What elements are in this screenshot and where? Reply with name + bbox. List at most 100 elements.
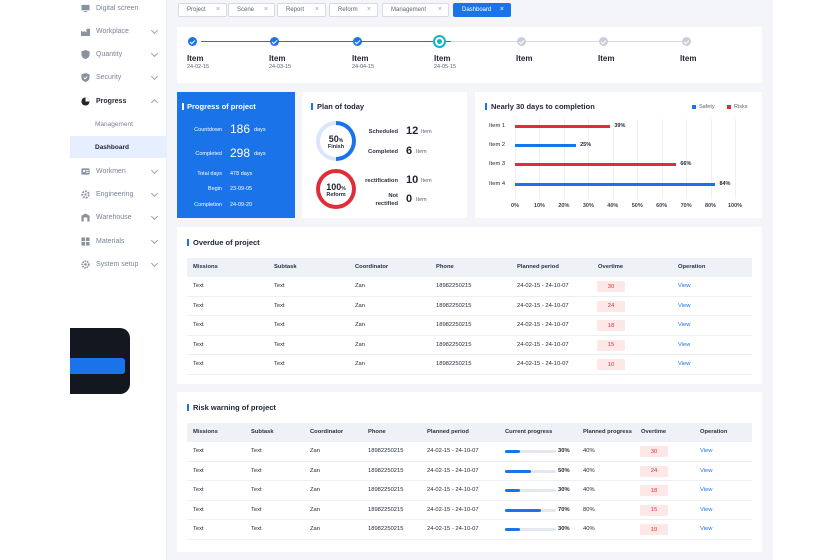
finish-percent-sign: % (338, 138, 344, 144)
current-progress-value: 30% (558, 448, 570, 454)
risk-title: Risk warning of project (187, 403, 276, 412)
progress-bar-fill (505, 469, 531, 473)
table-header-cell: Current progress (505, 429, 553, 435)
not-rectified-value: 0 (406, 193, 413, 205)
scheduled-unit: Item (421, 129, 432, 135)
view-link[interactable]: View (700, 506, 713, 513)
overtime-badge: 15 (597, 339, 625, 351)
table-header-cell: Subtask (274, 264, 297, 270)
step-pending-icon[interactable] (682, 37, 691, 46)
sidebar-item-quantity[interactable]: Quantity (70, 43, 167, 65)
sidebar-item-label: Progress (96, 97, 127, 105)
sidebar-item-workmen[interactable]: Workmen (70, 160, 167, 182)
step-label: Item (598, 54, 615, 63)
stepper-line-todo (451, 41, 691, 42)
table-header-cell: Operation (700, 429, 728, 435)
step-check-icon[interactable] (188, 37, 197, 46)
overtime-badge: 10 (640, 524, 668, 535)
completed-value: 298 (230, 146, 251, 160)
table-cell: 18982250215 (436, 341, 472, 348)
overtime-badge: 30 (597, 281, 625, 292)
current-progress-value: 50% (558, 467, 570, 474)
table-cell: 18982250215 (436, 361, 472, 367)
sidebar-item-security[interactable]: Security (70, 66, 167, 88)
close-icon[interactable]: × (499, 6, 504, 13)
view-link[interactable]: View (700, 467, 713, 474)
tab-report[interactable]: Report × (277, 3, 326, 17)
sidebar-subitem-management[interactable]: Management (70, 113, 167, 135)
close-icon[interactable]: × (314, 6, 319, 13)
progress-bar (505, 508, 556, 512)
rectification-value: 10 (406, 174, 419, 186)
close-icon[interactable]: × (366, 6, 371, 13)
chevron-down-icon (150, 259, 159, 268)
rectification-label: rectification (365, 178, 398, 184)
view-link[interactable]: View (700, 487, 713, 493)
step-label: Item (187, 54, 204, 63)
x-tick-label: 30% (582, 203, 594, 209)
chevron-down-icon (150, 189, 159, 198)
step-pending-icon[interactable] (517, 37, 526, 46)
sidebar-item-label: Engineering (96, 190, 134, 198)
planned-progress-value: 40% (583, 526, 595, 532)
table-header-cell: Phone (436, 264, 454, 270)
view-link[interactable]: View (678, 302, 691, 309)
view-link[interactable]: View (678, 361, 691, 367)
overdue-card: Overdue of project Missions Subtask Coordi… (177, 227, 762, 384)
chart-gridline (686, 119, 688, 199)
bar-value-label: 84% (719, 181, 731, 187)
sidebar-subitem-label: Management (95, 120, 133, 128)
close-icon[interactable]: × (263, 6, 268, 13)
sidebar-item-warehouse[interactable]: Warehouse (70, 206, 167, 228)
table-cell: Text (274, 341, 285, 348)
table-cell: Text (193, 283, 204, 289)
sidebar-item-system-setup[interactable]: System setup (70, 253, 167, 275)
sidebar-item-progress[interactable]: Progress (70, 90, 167, 112)
row-divider (187, 315, 752, 316)
table-cell: Text (193, 302, 204, 309)
close-icon[interactable]: × (215, 6, 220, 13)
finish-percent-value: 50 (328, 134, 339, 144)
legend-safety: Safety (692, 104, 715, 110)
completion-value: 24-09-20 (230, 202, 253, 208)
tab-project[interactable]: Project × (178, 3, 227, 17)
close-icon[interactable]: × (437, 6, 442, 13)
sidebar-item-digital-screen[interactable]: Digital screen (70, 0, 167, 19)
legend-risks-swatch (727, 105, 731, 109)
sidebar-item-workplace[interactable]: Workplace (70, 20, 167, 42)
sidebar-item-label: Digital screen (96, 4, 139, 12)
sidebar-subitem-dashboard[interactable]: Dashboard (70, 136, 167, 158)
tab-management[interactable]: Management × (382, 3, 449, 17)
not-rectified-label-line2: rectified (375, 201, 398, 207)
table-cell: 24-02-15 - 24-10-07 (427, 487, 479, 493)
finish-ring-inner (320, 125, 352, 157)
table-cell: Zan (355, 341, 365, 348)
sidebar-item-label: Warehouse (96, 213, 132, 221)
bar-risks (515, 125, 611, 128)
countdown-unit: days (254, 127, 266, 133)
tab-dashboard[interactable]: Dashboard × (453, 3, 511, 17)
sidebar-item-materials[interactable]: Materials (70, 230, 167, 252)
reform-percent-value: 100 (326, 182, 342, 192)
bar-category-label: Item 3 (489, 161, 506, 167)
legend-risks: Risks (727, 104, 747, 110)
view-link[interactable]: View (700, 526, 713, 532)
view-link[interactable]: View (678, 283, 691, 289)
step-current-icon[interactable] (433, 35, 446, 48)
table-cell: Text (193, 361, 204, 367)
engineering-gear-icon (81, 189, 90, 199)
table-cell: Zan (310, 448, 320, 454)
step-check-icon[interactable] (353, 37, 362, 46)
step-check-icon[interactable] (270, 37, 279, 46)
row-divider (187, 373, 752, 375)
view-link[interactable]: View (678, 341, 691, 348)
view-link[interactable]: View (678, 322, 691, 328)
tab-reform[interactable]: Reform × (329, 3, 378, 17)
view-link[interactable]: View (700, 448, 713, 454)
step-pending-icon[interactable] (599, 37, 608, 46)
chart-gridline (563, 119, 565, 199)
tab-scene[interactable]: Scene × (228, 3, 275, 17)
sidebar-item-engineering[interactable]: Engineering (70, 183, 167, 205)
bar-category-label: Item 4 (489, 181, 506, 187)
table-cell: Text (193, 506, 204, 513)
